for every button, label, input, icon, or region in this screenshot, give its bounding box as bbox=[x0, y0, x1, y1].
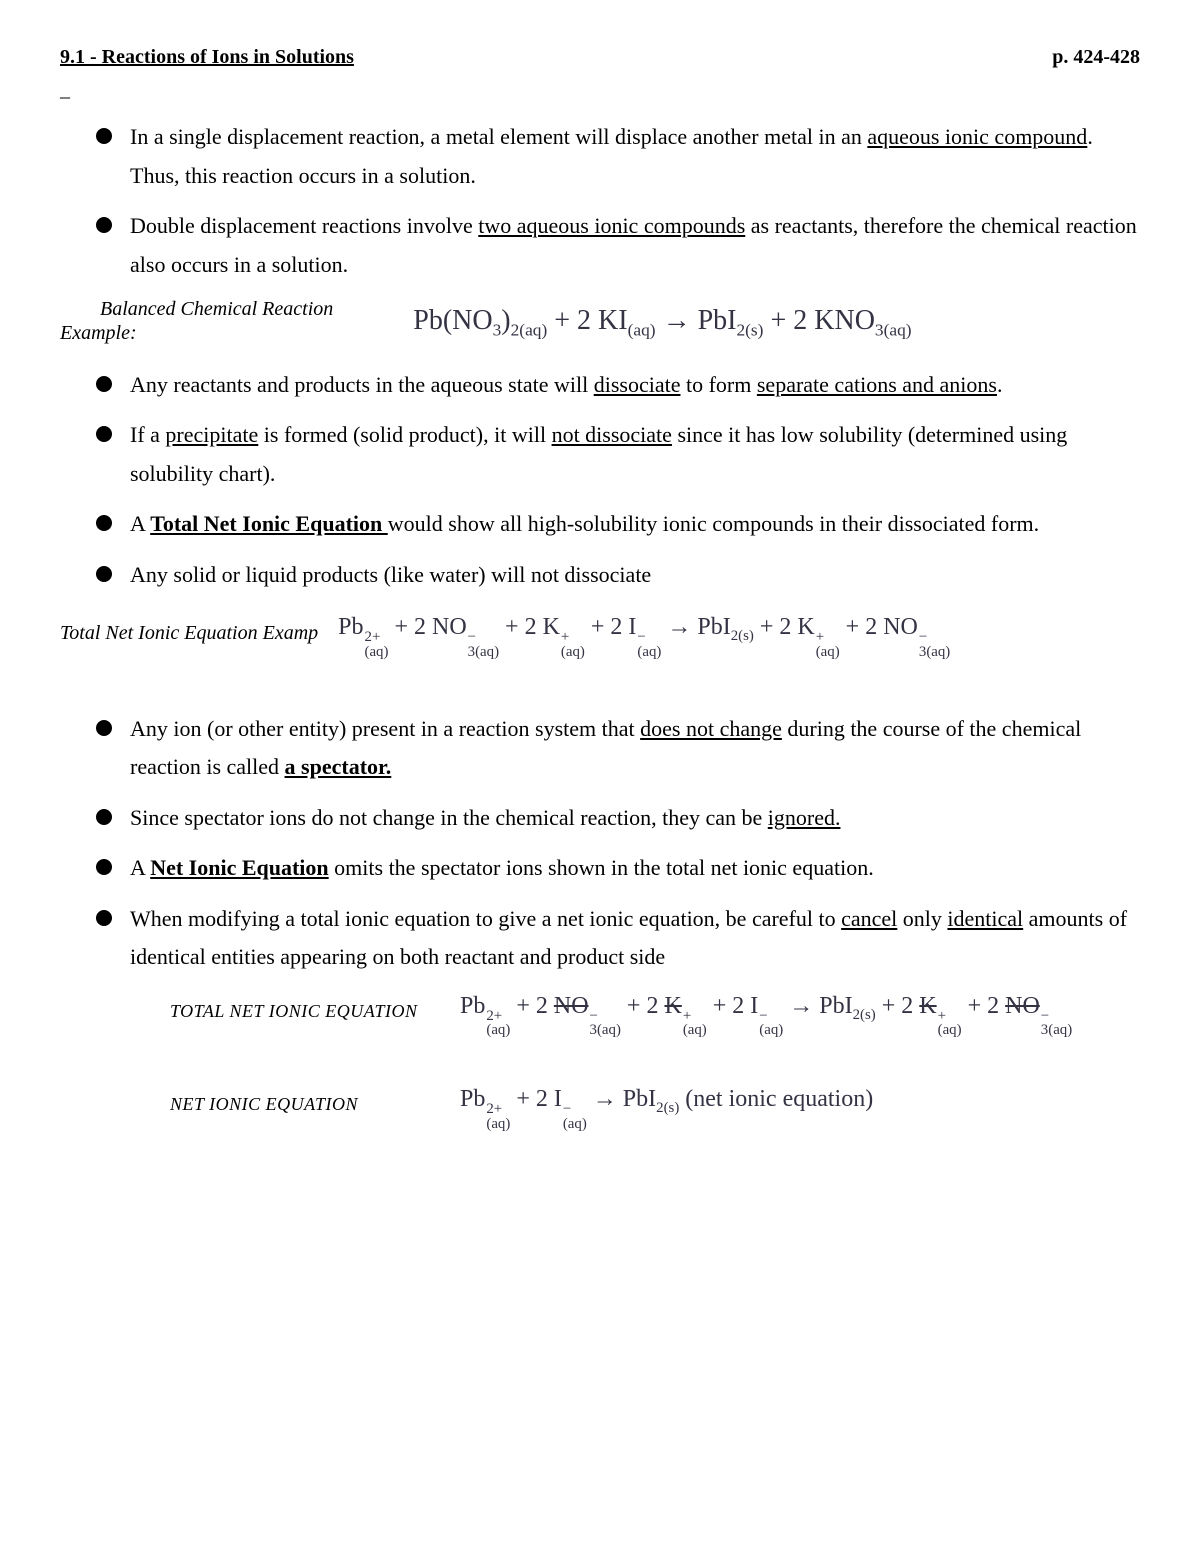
bullet-list-2: Any reactants and products in the aqueou… bbox=[60, 366, 1140, 595]
list-item: Since spectator ions do not change in th… bbox=[130, 799, 1140, 838]
list-item: Any ion (or other entity) present in a r… bbox=[130, 710, 1140, 787]
page-header: 9.1 - Reactions of Ions in Solutions p. … bbox=[60, 40, 1140, 75]
equation-total-ionic: Pb2+(aq) + 2 NO−3(aq) + 2 K+(aq) + 2 I−(… bbox=[338, 606, 950, 659]
list-item: A Net Ionic Equation omits the spectator… bbox=[130, 849, 1140, 888]
section-title: 9.1 - Reactions of Ions in Solutions bbox=[60, 40, 354, 75]
list-item: When modifying a total ionic equation to… bbox=[130, 900, 1140, 977]
equation-row-total: Total Net Ionic Equation Examp Pb2+(aq) … bbox=[60, 606, 1140, 659]
equation-balanced: Pb(NO3)2(aq) + 2 KI(aq) → PbI2(s) + 2 KN… bbox=[413, 296, 911, 346]
dash: _ bbox=[60, 73, 1140, 108]
list-item: Any reactants and products in the aqueou… bbox=[130, 366, 1140, 405]
caption-balanced: Balanced Chemical Reaction Example: bbox=[60, 297, 353, 345]
label-total-net: TOTAL NET IONIC EQUATION bbox=[60, 996, 460, 1028]
list-item: If a precipitate is formed (solid produc… bbox=[130, 416, 1140, 493]
bullet-list-3: Any ion (or other entity) present in a r… bbox=[60, 710, 1140, 977]
label-net-ionic: NET IONIC EQUATION bbox=[60, 1089, 460, 1121]
list-item: In a single displacement reaction, a met… bbox=[130, 118, 1140, 195]
equation-total-cancelled: Pb2+(aq) + 2 NO−3(aq) + 2 K+(aq) + 2 I−(… bbox=[460, 985, 1072, 1038]
equation-net-ionic: Pb2+(aq) + 2 I−(aq) → PbI2(s) (net ionic… bbox=[460, 1078, 873, 1131]
equation-row-total-cancelled: TOTAL NET IONIC EQUATION Pb2+(aq) + 2 NO… bbox=[60, 985, 1140, 1038]
list-item: Double displacement reactions involve tw… bbox=[130, 207, 1140, 284]
caption-total-example: Total Net Ionic Equation Examp bbox=[60, 616, 338, 651]
list-item: A Total Net Ionic Equation would show al… bbox=[130, 505, 1140, 544]
equation-row-balanced: Balanced Chemical Reaction Example: Pb(N… bbox=[60, 296, 1140, 346]
list-item: Any solid or liquid products (like water… bbox=[130, 556, 1140, 595]
bullet-list-1: In a single displacement reaction, a met… bbox=[60, 118, 1140, 284]
page-range: p. 424-428 bbox=[1052, 40, 1140, 75]
equation-row-net: NET IONIC EQUATION Pb2+(aq) + 2 I−(aq) →… bbox=[60, 1078, 1140, 1131]
